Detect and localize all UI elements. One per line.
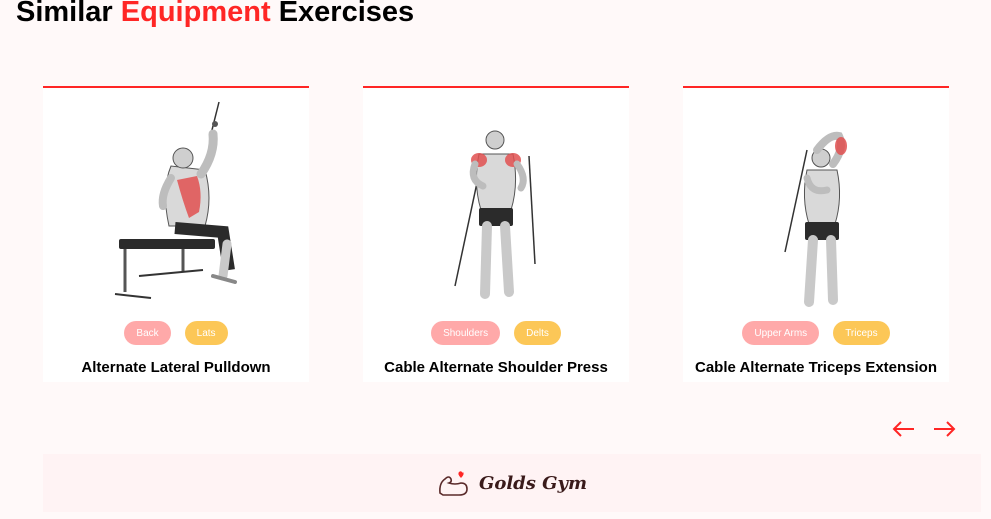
exercise-image	[114, 101, 237, 299]
flexing-arm-heart-icon	[439, 471, 468, 496]
body-part-tag[interactable]: Shoulders	[431, 321, 501, 345]
title-suffix: Exercises	[278, 0, 415, 28]
title-prefix: Similar	[16, 0, 113, 28]
target-muscle-tag[interactable]: Triceps	[833, 321, 890, 345]
tag-list: Back Lats	[43, 321, 309, 345]
exercise-name: Cable Alternate Triceps Extension	[694, 359, 938, 376]
arrow-left-icon	[892, 421, 914, 437]
footer: Golds Gym	[43, 454, 981, 512]
arrow-right-icon	[934, 421, 956, 437]
section-title: Similar Equipment Exercises	[16, 0, 414, 29]
target-muscle-tag[interactable]: Lats	[184, 321, 228, 345]
body-part-tag[interactable]: Upper Arms	[742, 321, 820, 345]
scroll-right-button[interactable]	[930, 414, 958, 444]
exercise-card[interactable]: Back Lats Alternate Lateral Pulldown	[43, 86, 309, 382]
exercise-name: Cable Alternate Shoulder Press	[384, 359, 608, 376]
target-muscle-tag[interactable]: Delts	[514, 321, 561, 345]
exercise-name: Alternate Lateral Pulldown	[81, 359, 271, 376]
exercise-card[interactable]: Shoulders Delts Cable Alternate Shoulder…	[363, 86, 629, 382]
scroll-left-button[interactable]	[890, 414, 918, 444]
exercise-image	[784, 131, 847, 307]
brand-name: Golds Gym	[478, 472, 588, 494]
exercise-card[interactable]: Upper Arms Triceps Cable Alternate Trice…	[683, 86, 949, 382]
tag-list: Upper Arms Triceps	[683, 321, 949, 345]
title-accent: Equipment	[120, 0, 271, 28]
tag-list: Shoulders Delts	[363, 321, 629, 345]
body-part-tag[interactable]: Back	[124, 321, 171, 345]
exercise-image	[454, 130, 536, 299]
